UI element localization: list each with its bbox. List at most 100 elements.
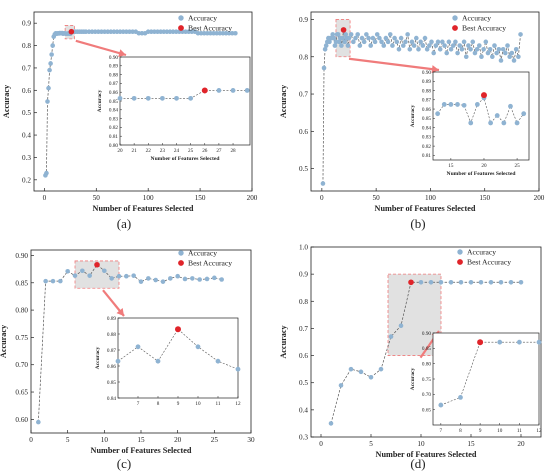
inset-best-accuracy-point <box>477 339 484 346</box>
chart-panel: 0.60 0.65 0.70 0.75 0.80 0.85 0.90 0 5 10 15 20 25 30… <box>0 249 255 471</box>
accuracy-point <box>332 43 338 48</box>
accuracy-point <box>378 366 384 372</box>
y-tick-label: 0.6 <box>22 87 31 95</box>
inset-x-axis-label: Number of Features Selected <box>447 171 517 177</box>
accuracy-point <box>398 323 404 329</box>
accuracy-point <box>87 273 92 278</box>
accuracy-point <box>109 276 114 281</box>
inset-x-tick-label: 28 <box>230 148 236 154</box>
legend-accuracy-marker <box>452 15 458 21</box>
legend-best-label: Best Accuracy <box>467 258 511 267</box>
inset-accuracy-point <box>468 120 474 126</box>
y-tick-label: 0.9 <box>299 16 308 24</box>
inset-y-tick-label: 0.86 <box>109 90 118 96</box>
legend-accuracy-label: Accuracy <box>188 249 217 258</box>
accuracy-point <box>509 50 515 56</box>
accuracy-point <box>58 278 63 284</box>
inset-accuracy-point <box>521 111 527 117</box>
inset-y-tick-label: 0.82 <box>422 144 431 150</box>
legend-best-marker <box>178 25 184 31</box>
inset-accuracy-point <box>508 103 513 109</box>
accuracy-point <box>500 46 506 52</box>
x-axis-label: Number of Features Selected <box>376 450 477 459</box>
inset-accuracy-point <box>230 88 236 93</box>
accuracy-point <box>385 39 391 45</box>
accuracy-point <box>359 35 365 41</box>
accuracy-point <box>422 35 428 41</box>
accuracy-point <box>364 32 369 37</box>
accuracy-point <box>50 43 55 48</box>
inset-accuracy-point <box>155 358 161 364</box>
y-axis-label: Accuracy <box>2 84 11 118</box>
accuracy-point <box>453 39 458 45</box>
legend-accuracy-label: Accuracy <box>188 14 217 23</box>
inset-x-tick-label: 20 <box>117 148 123 154</box>
accuracy-point <box>374 32 380 37</box>
legend-accuracy-label: Accuracy <box>462 14 491 23</box>
accuracy-point <box>340 35 345 41</box>
accuracy-point <box>466 43 471 48</box>
accuracy-point <box>429 39 434 45</box>
accuracy-point <box>411 43 417 48</box>
inset-y-tick-label: 0.82 <box>109 125 118 131</box>
accuracy-point <box>102 268 107 274</box>
inset-accuracy-point <box>117 95 123 101</box>
accuracy-point <box>204 276 210 282</box>
inset-accuracy-point <box>516 339 522 345</box>
inset-y-tick-label: 0.88 <box>422 88 431 94</box>
accuracy-point <box>418 279 424 285</box>
accuracy-point <box>455 50 460 56</box>
x-tick-label: 5 <box>66 436 70 444</box>
inset-y-tick-label: 0.85 <box>107 380 116 386</box>
accuracy-point <box>348 32 354 37</box>
accuracy-point <box>400 43 406 48</box>
accuracy-point <box>428 279 434 285</box>
accuracy-point <box>518 279 524 285</box>
inset-y-tick-label: 0.87 <box>109 81 118 87</box>
inset-accuracy-point <box>195 344 201 350</box>
accuracy-point <box>388 334 394 339</box>
y-tick-label: 0.60 <box>15 416 28 424</box>
inset-x-tick-label: 11 <box>517 428 522 434</box>
legend-accuracy-label: Accuracy <box>467 248 496 257</box>
y-tick-label: 0.6 <box>299 352 308 360</box>
y-tick-label: 0.2 <box>22 176 31 184</box>
inset-y-tick-label: 0.88 <box>109 72 118 78</box>
inset-y-tick-label: 0.70 <box>422 392 431 398</box>
accuracy-point <box>433 43 439 48</box>
inset-y-tick-label: 0.83 <box>422 135 431 141</box>
accuracy-point <box>476 43 482 48</box>
legend-best-label: Best Accuracy <box>188 259 232 268</box>
accuracy-point <box>405 32 410 37</box>
inset-x-tick-label: 7 <box>137 401 140 407</box>
accuracy-point <box>46 85 51 91</box>
inset-y-tick-label: 0.89 <box>109 64 118 70</box>
accuracy-point <box>323 43 329 48</box>
inset-x-tick-label: 25 <box>188 148 194 154</box>
accuracy-point <box>45 99 50 104</box>
inset-x-tick-label: 10 <box>195 401 201 407</box>
accuracy-point <box>474 46 480 52</box>
inset-y-tick-label: 0.88 <box>107 332 116 338</box>
accuracy-point <box>440 39 445 45</box>
accuracy-point <box>448 46 454 52</box>
chart-panel: 0.20.30.40.50.60.70.80.90 50 100 150 200Numb… <box>2 11 258 231</box>
x-tick-label: 100 <box>143 194 154 202</box>
inset-y-axis-label: Accuracy <box>95 346 101 369</box>
best-accuracy-point <box>408 279 414 286</box>
x-tick-label: 30 <box>247 436 255 444</box>
inset-accuracy-point <box>458 395 463 400</box>
accuracy-point <box>320 181 326 186</box>
accuracy-point <box>390 43 395 48</box>
inset-frame <box>432 332 540 426</box>
accuracy-point <box>368 374 374 380</box>
y-tick-label: 0.70 <box>15 361 28 369</box>
inset-y-axis-label: Accuracy <box>410 367 416 390</box>
x-axis-label: Number of Features Selected <box>93 204 194 213</box>
inset-x-tick-label: 12 <box>536 428 542 434</box>
inset-accuracy-point <box>244 88 250 93</box>
inset-accuracy-point <box>488 120 493 126</box>
accuracy-point <box>346 35 352 41</box>
inset-y-tick-label: 0.85 <box>422 116 431 122</box>
accuracy-point <box>331 35 337 41</box>
